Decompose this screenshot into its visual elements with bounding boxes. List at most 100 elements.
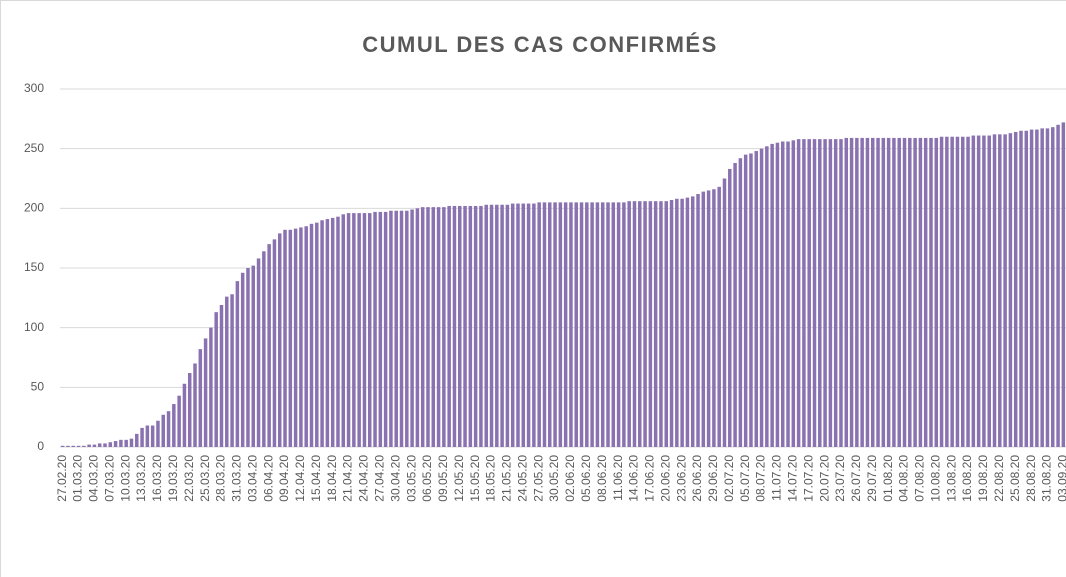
- bar: [309, 223, 314, 447]
- bar: [256, 258, 261, 447]
- bar: [1029, 129, 1034, 447]
- bar: [971, 135, 976, 448]
- x-tick-label: 18.05.20: [484, 455, 498, 502]
- x-tick-label: 27.04.20: [373, 455, 387, 502]
- bar: [669, 199, 674, 447]
- bar: [473, 205, 478, 447]
- bar: [690, 196, 695, 447]
- bar: [913, 137, 917, 447]
- bar: [357, 213, 361, 447]
- bar: [320, 220, 324, 447]
- bar: [563, 202, 568, 447]
- bar: [336, 216, 340, 447]
- x-tick-label: 19.03.20: [166, 455, 180, 502]
- bar: [786, 141, 790, 448]
- x-tick-label: 07.03.20: [102, 455, 116, 502]
- bar: [717, 186, 721, 447]
- bar: [288, 229, 293, 447]
- bar: [627, 201, 631, 447]
- bar: [828, 139, 833, 447]
- x-tick-label: 20.06.20: [658, 455, 672, 502]
- x-tick-label: 15.05.20: [468, 455, 482, 502]
- bar: [304, 226, 308, 447]
- bar: [87, 444, 91, 447]
- y-tick-label: 150: [24, 260, 44, 274]
- bar: [632, 201, 637, 447]
- x-tick-label: 02.07.20: [722, 455, 736, 502]
- bar: [458, 205, 462, 447]
- bar: [886, 137, 891, 447]
- bar: [754, 151, 759, 447]
- bar: [399, 210, 404, 447]
- bar: [876, 137, 880, 447]
- bar: [537, 202, 541, 447]
- bar: [553, 202, 557, 447]
- bar: [611, 202, 616, 447]
- x-tick-label: 26.06.20: [690, 455, 704, 502]
- bar: [791, 140, 796, 447]
- bar: [897, 137, 901, 447]
- bar: [479, 205, 483, 447]
- bar: [653, 201, 658, 447]
- bar: [1051, 127, 1055, 447]
- bar: [595, 202, 600, 447]
- bar: [998, 134, 1002, 447]
- bar: [410, 209, 414, 447]
- bar: [193, 363, 197, 447]
- bar: [405, 210, 409, 447]
- x-tick-label: 06.04.20: [261, 455, 275, 502]
- x-tick-label: 08.06.20: [595, 455, 609, 502]
- bar: [521, 203, 526, 447]
- x-tick-label: 15.04.20: [309, 455, 323, 502]
- bar: [182, 383, 187, 447]
- x-tick-label: 25.08.20: [1008, 455, 1022, 502]
- bar: [733, 162, 737, 447]
- bar: [500, 204, 504, 447]
- bar: [664, 201, 668, 447]
- bar: [865, 137, 870, 447]
- bar: [934, 137, 939, 447]
- bar: [246, 268, 250, 447]
- bar: [293, 228, 298, 447]
- bar: [558, 202, 563, 447]
- bar: [675, 198, 679, 447]
- bar: [1003, 134, 1007, 447]
- bar: [918, 137, 923, 447]
- bar: [526, 203, 531, 447]
- bar: [129, 438, 134, 447]
- y-tick-label: 300: [24, 81, 44, 95]
- bar: [240, 272, 245, 447]
- bar: [362, 213, 367, 447]
- bar: [352, 213, 356, 447]
- x-tick-label: 01.08.20: [881, 455, 895, 502]
- x-tick-label: 25.03.20: [198, 455, 212, 502]
- x-tick-label: 10.08.20: [928, 455, 942, 502]
- x-tick-label: 05.06.20: [579, 455, 593, 502]
- x-tick-label: 03.04.20: [245, 455, 259, 502]
- x-tick-label: 14.07.20: [785, 455, 799, 502]
- bar: [749, 153, 753, 447]
- bar: [66, 445, 70, 447]
- bar: [685, 197, 690, 447]
- bar: [92, 444, 97, 447]
- bar: [870, 137, 875, 447]
- x-tick-label: 13.08.20: [944, 455, 958, 502]
- bar: [680, 198, 684, 447]
- bar: [156, 420, 160, 447]
- x-tick-label: 20.07.20: [817, 455, 831, 502]
- x-tick-label: 23.06.20: [674, 455, 688, 502]
- bar: [187, 373, 192, 447]
- bar: [394, 210, 398, 447]
- x-tick-label: 16.08.20: [960, 455, 974, 502]
- bar: [367, 213, 372, 447]
- bar: [468, 205, 473, 447]
- bar: [585, 202, 589, 447]
- bar: [833, 139, 838, 447]
- x-tick-label: 09.05.20: [436, 455, 450, 502]
- bar: [923, 137, 928, 447]
- bar: [1008, 133, 1013, 448]
- x-tick-label: 19.08.20: [976, 455, 990, 502]
- x-tick-label: 29.07.20: [865, 455, 879, 502]
- bar: [505, 204, 510, 447]
- bar: [976, 135, 981, 448]
